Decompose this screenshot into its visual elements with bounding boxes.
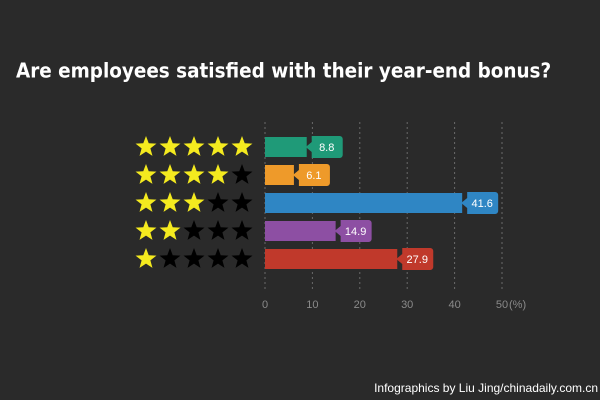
star-rating <box>135 164 253 184</box>
star <box>231 192 253 212</box>
bar <box>265 221 336 241</box>
value-label-box <box>334 220 372 242</box>
star <box>183 136 205 156</box>
bar <box>265 193 463 213</box>
star <box>159 192 181 212</box>
star <box>231 164 253 184</box>
star <box>183 164 205 184</box>
value-label: 41.6 <box>471 198 492 210</box>
value-label: 14.9 <box>345 226 366 238</box>
source: Infographics by Liu Jing/chinadaily.com.… <box>374 381 598 395</box>
star <box>183 248 205 268</box>
star <box>183 220 205 240</box>
star-rating <box>135 192 253 212</box>
value-label-box <box>305 136 343 158</box>
bar <box>265 137 307 157</box>
value-label-box <box>292 164 330 186</box>
x-tick-label: 40 <box>448 299 460 311</box>
value-label: 8.8 <box>319 142 334 154</box>
x-tick-label: 50 <box>496 299 508 311</box>
value-label: 27.9 <box>407 254 428 266</box>
star <box>207 220 229 240</box>
x-tick-label: 0 <box>262 299 268 311</box>
star <box>231 136 253 156</box>
value-label-box <box>396 248 434 270</box>
star <box>159 164 181 184</box>
star <box>135 164 157 184</box>
value-label: 6.1 <box>306 170 321 182</box>
bar <box>265 249 398 269</box>
star <box>159 248 181 268</box>
star <box>135 248 157 268</box>
star <box>159 136 181 156</box>
star <box>207 164 229 184</box>
star-rating <box>135 136 253 156</box>
star <box>135 136 157 156</box>
bar <box>265 165 294 185</box>
x-tick-label: 20 <box>354 299 366 311</box>
star <box>159 220 181 240</box>
star-rating <box>135 248 253 268</box>
star <box>231 248 253 268</box>
star <box>183 192 205 212</box>
star-rating <box>135 220 253 240</box>
star <box>231 220 253 240</box>
x-unit: (%) <box>509 299 526 311</box>
x-tick-label: 10 <box>306 299 318 311</box>
chart-title: Are employees satisfied with their year-… <box>16 59 551 83</box>
star <box>207 248 229 268</box>
star <box>207 136 229 156</box>
star <box>135 220 157 240</box>
star <box>135 192 157 212</box>
x-tick-label: 30 <box>401 299 413 311</box>
star <box>207 192 229 212</box>
value-label-box <box>461 192 499 214</box>
